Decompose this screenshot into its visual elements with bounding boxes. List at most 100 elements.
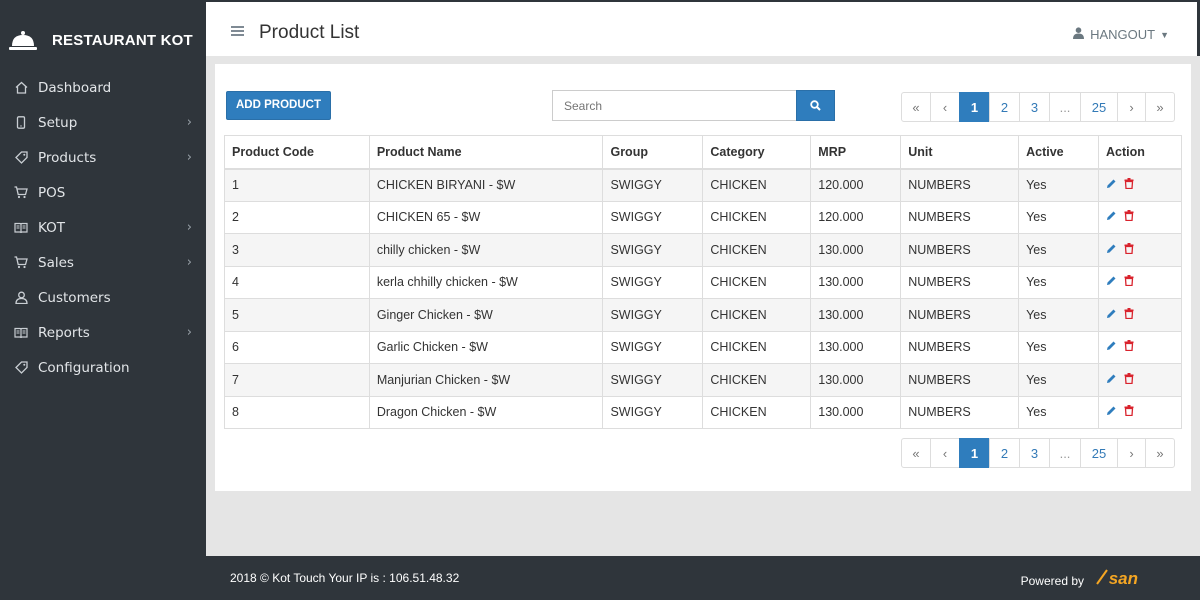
menu-toggle-icon[interactable]: [231, 26, 244, 36]
delete-icon[interactable]: [1124, 242, 1134, 257]
table-cell: 8: [224, 395, 370, 429]
table-cell: Yes: [1018, 233, 1100, 267]
next-page-button[interactable]: ›: [1117, 438, 1146, 468]
sidebar-nav: Dashboard Setup › Products › POS KOT › Sales › Cus…: [0, 70, 206, 385]
table-cell: 130.000: [810, 363, 902, 397]
table-cell: SWIGGY: [602, 330, 704, 364]
table-cell: Yes: [1018, 200, 1100, 234]
delete-icon[interactable]: [1124, 210, 1134, 224]
page-2-button[interactable]: 2: [989, 438, 1020, 468]
book-icon: [14, 326, 28, 340]
column-header[interactable]: Active: [1018, 135, 1100, 170]
edit-icon[interactable]: [1106, 405, 1117, 419]
next-page-button[interactable]: ›: [1117, 92, 1146, 122]
user-menu[interactable]: HANGOUT ▼: [1073, 27, 1169, 42]
page-1-button[interactable]: 1: [959, 92, 990, 122]
edit-icon[interactable]: [1106, 340, 1117, 354]
table-cell: 2: [224, 200, 370, 234]
table-row[interactable]: 8 Dragon Chicken - $W SWIGGY CHICKEN 130.000…: [224, 395, 1182, 429]
san-logo: san: [1095, 569, 1138, 589]
brand[interactable]: RESTAURANT KOT: [0, 0, 206, 80]
table-row[interactable]: 1 CHICKEN BIRYANI - $W SWIGGY CHICKEN 120.00…: [224, 168, 1182, 202]
page-1-button[interactable]: 1: [959, 438, 990, 468]
column-header[interactable]: Product Name: [368, 135, 604, 170]
edit-icon[interactable]: [1106, 373, 1117, 387]
page-ellipsis[interactable]: ...: [1049, 438, 1081, 468]
sidebar-item-label: Products: [38, 149, 97, 166]
column-header[interactable]: Category: [702, 135, 812, 170]
table-row[interactable]: 2 CHICKEN 65 - $W SWIGGY CHICKEN 120.000 NUMB…: [224, 200, 1182, 234]
sidebar-item-products[interactable]: Products ›: [0, 140, 206, 175]
last-page-button[interactable]: »: [1145, 438, 1175, 468]
sidebar-item-pos[interactable]: POS: [0, 175, 206, 210]
table-cell: CHICKEN BIRYANI - $W: [368, 168, 604, 202]
sidebar-item-sales[interactable]: Sales ›: [0, 245, 206, 280]
table-cell: CHICKEN: [702, 298, 812, 332]
action-cell: [1098, 168, 1182, 202]
sidebar-item-label: Dashboard: [38, 79, 112, 96]
page-last-number-button[interactable]: 25: [1080, 92, 1118, 122]
brand-title: RESTAURANT KOT: [52, 31, 193, 49]
delete-icon[interactable]: [1124, 275, 1134, 289]
first-page-button[interactable]: «: [901, 438, 931, 468]
edit-icon[interactable]: [1106, 243, 1117, 257]
last-page-button[interactable]: »: [1145, 92, 1175, 122]
sidebar-item-kot[interactable]: KOT ›: [0, 210, 206, 245]
delete-icon[interactable]: [1124, 372, 1134, 387]
sidebar-item-configuration[interactable]: Configuration: [0, 350, 206, 385]
table-cell: CHICKEN: [702, 330, 812, 364]
table-cell: SWIGGY: [602, 395, 704, 429]
delete-icon[interactable]: [1124, 178, 1134, 192]
search-button[interactable]: [796, 90, 835, 121]
table-row[interactable]: 3 chilly chicken - $W SWIGGY CHICKEN 130.000…: [224, 233, 1182, 267]
edit-icon[interactable]: [1106, 308, 1117, 322]
page-last-number-button[interactable]: 25: [1080, 438, 1118, 468]
sidebar-item-reports[interactable]: Reports ›: [0, 315, 206, 350]
tag-icon: [14, 151, 28, 165]
table-cell: SWIGGY: [602, 168, 704, 202]
add-product-button[interactable]: ADD PRODUCT: [226, 91, 331, 120]
sidebar-item-dashboard[interactable]: Dashboard: [0, 70, 206, 105]
delete-icon[interactable]: [1124, 405, 1134, 419]
column-header[interactable]: Group: [602, 135, 704, 170]
page-2-button[interactable]: 2: [989, 92, 1020, 122]
chevron-right-icon: ›: [186, 150, 192, 165]
sidebar-item-customers[interactable]: Customers: [0, 280, 206, 315]
page-3-button[interactable]: 3: [1019, 438, 1050, 468]
table-row[interactable]: 7 Manjurian Chicken - $W SWIGGY CHICKEN 130.…: [224, 363, 1182, 397]
chevron-right-icon: ›: [186, 220, 192, 235]
search-input[interactable]: [552, 90, 797, 121]
column-header[interactable]: Product Code: [224, 135, 370, 170]
chevron-right-icon: ›: [186, 255, 192, 270]
table-row[interactable]: 5 Ginger Chicken - $W SWIGGY CHICKEN 130.000…: [224, 298, 1182, 332]
table-cell: Dragon Chicken - $W: [368, 395, 604, 429]
prev-page-button[interactable]: ‹: [930, 92, 960, 122]
prev-page-button[interactable]: ‹: [930, 438, 960, 468]
table-row[interactable]: 4 kerla chhilly chicken - $W SWIGGY CHICKEN…: [224, 265, 1182, 299]
edit-icon[interactable]: [1106, 178, 1117, 192]
sidebar-item-setup[interactable]: Setup ›: [0, 105, 206, 140]
table-cell: NUMBERS: [900, 233, 1020, 267]
table-cell: Yes: [1018, 395, 1100, 429]
column-header[interactable]: Action: [1098, 135, 1182, 170]
table-cell: NUMBERS: [900, 395, 1020, 429]
edit-icon[interactable]: [1106, 210, 1117, 224]
delete-icon[interactable]: [1124, 307, 1134, 322]
edit-icon[interactable]: [1106, 275, 1117, 289]
first-page-button[interactable]: «: [901, 92, 931, 122]
page-3-button[interactable]: 3: [1019, 92, 1050, 122]
table-cell: NUMBERS: [900, 330, 1020, 364]
table-cell: kerla chhilly chicken - $W: [368, 265, 604, 299]
table-cell: 120.000: [810, 168, 902, 202]
page-ellipsis[interactable]: ...: [1049, 92, 1081, 122]
table-cell: SWIGGY: [602, 363, 704, 397]
sidebar-item-label: Configuration: [38, 359, 130, 376]
cart-icon: [14, 186, 28, 200]
home-icon: [14, 81, 28, 95]
table-row[interactable]: 6 Garlic Chicken - $W SWIGGY CHICKEN 130.000…: [224, 330, 1182, 364]
cart-icon: [14, 256, 28, 270]
column-header[interactable]: Unit: [900, 135, 1020, 170]
table-cell: Yes: [1018, 363, 1100, 397]
delete-icon[interactable]: [1124, 340, 1134, 354]
column-header[interactable]: MRP: [810, 135, 902, 170]
